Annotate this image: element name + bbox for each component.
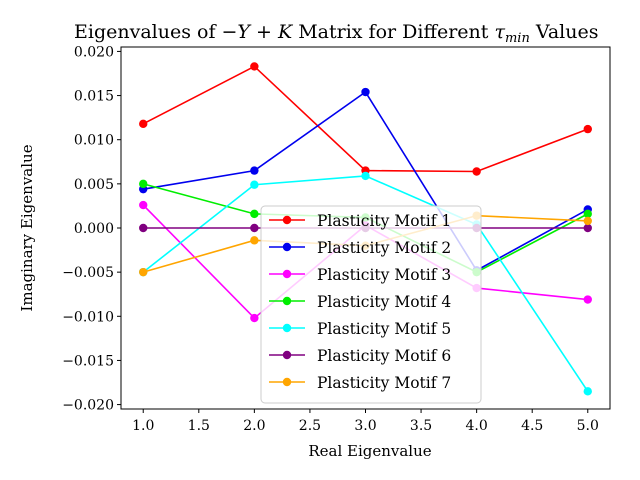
legend-swatch-marker	[282, 215, 292, 225]
data-point	[361, 87, 370, 97]
data-point	[250, 236, 259, 245]
data-point	[139, 200, 148, 210]
x-tick-label: 3.0	[354, 418, 376, 434]
data-point	[139, 179, 148, 189]
y-tick-label: −0.010	[62, 309, 114, 325]
title-suffix: Values	[530, 21, 599, 43]
x-tick-label: 2.0	[243, 418, 265, 434]
chart-title: Eigenvalues of −Y + K Matrix for Differe…	[74, 21, 598, 46]
x-tick-label: 1.0	[132, 418, 154, 434]
y-axis-label: Imaginary Eigenvalue	[18, 144, 36, 311]
data-point	[250, 313, 259, 323]
x-tick-label: 3.5	[410, 418, 432, 434]
title-tau-sub: min	[505, 31, 530, 46]
legend-label: Plasticity Motif 6	[317, 347, 451, 365]
title-prefix: Eigenvalues of	[74, 21, 222, 43]
data-point	[250, 180, 259, 189]
x-tick-label: 4.5	[521, 418, 543, 434]
legend-swatch-marker	[282, 269, 292, 279]
legend-swatch-marker	[282, 296, 292, 306]
y-tick-label: 0.005	[74, 177, 114, 193]
data-point	[472, 167, 481, 176]
y-tick-label: −0.005	[62, 265, 114, 281]
title-tau: τ	[494, 21, 505, 43]
plot-frame	[120, 46, 611, 410]
legend-swatch-marker	[282, 242, 292, 252]
legend-swatch-marker	[282, 350, 292, 360]
legend-swatch-marker	[282, 323, 292, 333]
legend-box	[260, 205, 482, 404]
y-tick-label: 0.010	[74, 133, 114, 149]
y-tick-label: −0.020	[62, 398, 114, 414]
x-axis-label: Real Eigenvalue	[308, 442, 431, 460]
legend-label: Plasticity Motif 2	[317, 239, 451, 257]
axis-ticks: 1.0 1.5 2.0 2.5 3.0 3.5 4.0 4.5 5.0 0.020 0.015 0.0…	[62, 44, 599, 434]
data-point	[139, 267, 148, 277]
data-point	[250, 223, 259, 233]
data-point	[583, 387, 592, 396]
data-point	[139, 223, 148, 233]
y-tick-label: 0.015	[74, 89, 114, 105]
title-middle: Matrix for Different	[292, 21, 494, 43]
legend-label: Plasticity Motif 4	[317, 293, 451, 311]
legend: Plasticity Motif 1 Plasticity Motif 2 Plas…	[260, 205, 482, 404]
x-tick-label: 5.0	[577, 418, 599, 434]
x-tick-label: 1.5	[188, 418, 210, 434]
legend-label: Plasticity Motif 5	[317, 320, 451, 338]
title-math: −Y + K	[222, 21, 294, 43]
data-point	[250, 62, 259, 71]
data-point	[583, 124, 592, 134]
legend-label: Plasticity Motif 7	[317, 374, 451, 392]
data-point	[583, 209, 592, 219]
legend-label: Plasticity Motif 1	[317, 212, 451, 230]
legend-swatch-marker	[282, 377, 292, 387]
data-point	[250, 166, 259, 175]
data-point	[583, 216, 592, 226]
data-point	[139, 119, 148, 129]
data-point	[361, 171, 370, 181]
data-point	[583, 295, 592, 304]
legend-label: Plasticity Motif 3	[317, 266, 451, 284]
x-tick-label: 2.5	[299, 418, 321, 434]
data-point	[583, 223, 592, 233]
data-point	[250, 209, 259, 219]
y-tick-label: 0.020	[74, 44, 114, 60]
x-tick-label: 4.0	[466, 418, 488, 434]
y-tick-label: −0.015	[62, 353, 114, 369]
y-tick-label: 0.000	[74, 221, 114, 237]
